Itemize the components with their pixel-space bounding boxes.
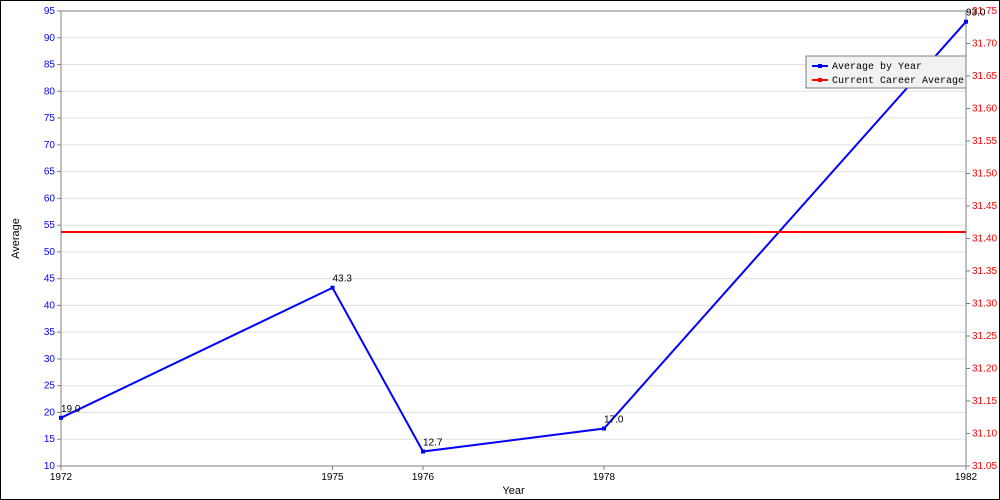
y-right-tick-label: 31.65 — [972, 71, 997, 82]
y-left-tick-label: 50 — [44, 247, 56, 258]
y-left-tick-label: 35 — [44, 327, 56, 338]
y-right-tick-label: 31.05 — [972, 461, 997, 472]
y-right-tick-label: 31.50 — [972, 169, 997, 180]
y-left-tick-label: 90 — [44, 33, 56, 44]
data-marker — [421, 450, 425, 454]
data-label: 17.0 — [604, 415, 624, 426]
y-left-tick-label: 25 — [44, 381, 56, 392]
y-right-tick-label: 31.35 — [972, 266, 997, 277]
y-right-tick-label: 31.10 — [972, 429, 997, 440]
y-right-tick-label: 31.60 — [972, 104, 997, 115]
y-left-tick-label: 60 — [44, 193, 56, 204]
y-right-tick-label: 31.25 — [972, 331, 997, 342]
y-left-tick-label: 80 — [44, 86, 56, 97]
y-right-tick-label: 31.20 — [972, 364, 997, 375]
y-left-tick-label: 70 — [44, 140, 56, 151]
y-left-tick-label: 30 — [44, 354, 56, 365]
y-right-tick-label: 31.45 — [972, 201, 997, 212]
y-left-tick-label: 55 — [44, 220, 56, 231]
x-tick-label: 1982 — [955, 472, 978, 483]
y-right-tick-label: 31.55 — [972, 136, 997, 147]
y-left-tick-label: 85 — [44, 60, 56, 71]
x-tick-label: 1978 — [593, 472, 616, 483]
x-axis-title: Year — [502, 485, 525, 497]
data-marker — [331, 286, 335, 290]
y-left-tick-label: 95 — [44, 6, 56, 17]
legend-marker — [818, 78, 822, 82]
chart-container: 10 15 20 25 30 35 40 45 50 55 60 65 70 75 80 85 90 95 31.0… — [0, 0, 1000, 500]
data-label: 43.3 — [333, 274, 353, 285]
y-left-tick-label: 40 — [44, 300, 56, 311]
data-label: 12.7 — [423, 438, 443, 449]
y-left-tick-label: 10 — [44, 461, 56, 472]
data-label: 19.0 — [61, 404, 81, 415]
y-right-tick-label: 31.70 — [972, 39, 997, 50]
y-left-tick-label: 15 — [44, 434, 56, 445]
y-left-tick-label: 75 — [44, 113, 56, 124]
data-label: 93.0 — [966, 8, 986, 19]
legend-marker — [818, 64, 822, 68]
y-left-tick-label: 65 — [44, 167, 56, 178]
legend-label: Average by Year — [832, 61, 922, 73]
x-tick-label: 1975 — [321, 472, 344, 483]
data-marker — [964, 20, 968, 24]
y-right-tick-label: 31.40 — [972, 234, 997, 245]
legend-label: Current Career Average — [832, 76, 964, 87]
y-left-tick-label: 45 — [44, 274, 56, 285]
x-tick-label: 1972 — [50, 472, 73, 483]
data-marker — [602, 427, 606, 431]
y-left-tick-label: 20 — [44, 407, 56, 418]
y-axis-title: Average — [10, 218, 22, 259]
chart-svg: 10 15 20 25 30 35 40 45 50 55 60 65 70 75 80 85 90 95 31.0… — [1, 1, 999, 499]
x-tick-label: 1976 — [412, 472, 435, 483]
y-right-tick-label: 31.30 — [972, 299, 997, 310]
y-right-tick-label: 31.15 — [972, 396, 997, 407]
data-marker — [59, 416, 63, 420]
